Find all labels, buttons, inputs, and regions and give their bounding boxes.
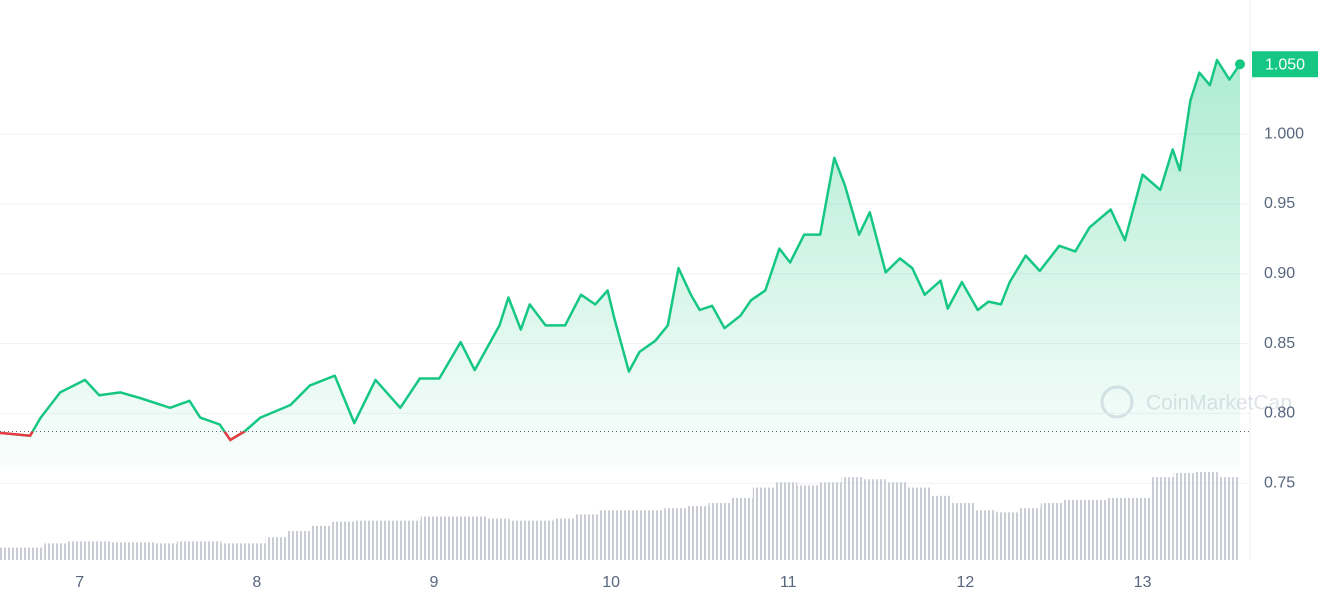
- volume-bar: [730, 497, 753, 560]
- volume-bar: [708, 503, 731, 560]
- last-point: [1235, 59, 1245, 70]
- price-line: [0, 58, 1242, 442]
- volume-bar: [531, 520, 554, 560]
- volume-bar: [1151, 477, 1174, 560]
- volume-bar: [177, 541, 200, 560]
- volume-bar: [1018, 508, 1041, 560]
- volume-bar: [775, 482, 798, 560]
- volume-bar: [1195, 472, 1218, 560]
- volume-bar: [442, 516, 465, 560]
- volume-bar: [1107, 497, 1130, 560]
- volume-bar: [487, 518, 510, 560]
- x-tick-label: 12: [957, 574, 975, 591]
- x-tick-label: 7: [75, 574, 84, 591]
- volume-bar: [332, 521, 355, 560]
- volume-bar: [974, 510, 997, 560]
- volume-bar: [88, 541, 111, 560]
- volume-bar: [797, 485, 820, 560]
- price-area: [0, 60, 1240, 470]
- volume-bar: [44, 543, 67, 560]
- volume-bar: [642, 510, 665, 560]
- y-tick-label: 1.000: [1264, 125, 1304, 142]
- volume-bar: [863, 479, 886, 560]
- y-tick-label: 0.95: [1264, 195, 1295, 212]
- volume-bar: [354, 520, 377, 560]
- volume-bar: [996, 512, 1019, 560]
- volume-bar: [575, 514, 598, 560]
- x-tick-label: 10: [602, 574, 620, 591]
- price-badge-label: 1.050: [1265, 56, 1305, 73]
- volume-bar: [1040, 503, 1063, 560]
- volume-bar: [243, 543, 266, 560]
- volume-bar: [664, 508, 687, 560]
- volume-bar: [841, 477, 864, 560]
- volume-bar: [287, 531, 310, 560]
- y-tick-label: 0.75: [1264, 474, 1295, 491]
- volume-bar: [420, 516, 443, 560]
- volume-bar: [1129, 497, 1152, 560]
- volume-bar: [199, 541, 222, 560]
- volume-bar: [132, 542, 155, 560]
- volume-bar: [66, 541, 89, 560]
- x-tick-label: 9: [430, 574, 439, 591]
- volume-bar: [110, 542, 133, 560]
- volume-bar: [686, 506, 709, 560]
- volume-bar: [1217, 477, 1240, 560]
- volume-bar: [620, 510, 643, 560]
- volume-bar: [907, 487, 930, 560]
- volume-bar: [155, 543, 178, 560]
- volume-bar: [752, 487, 775, 560]
- volume-bar: [221, 543, 244, 560]
- x-tick-label: 13: [1134, 574, 1152, 591]
- y-tick-label: 0.90: [1264, 265, 1295, 282]
- volume-bar: [398, 520, 421, 560]
- y-tick-label: 0.85: [1264, 335, 1295, 352]
- x-tick-label: 11: [780, 574, 797, 591]
- volume-bar: [930, 495, 953, 560]
- volume-bar: [310, 525, 333, 560]
- x-tick-label: 8: [252, 574, 261, 591]
- volume-bar: [509, 520, 532, 560]
- volume-bar: [952, 503, 975, 560]
- volume-bar: [265, 537, 288, 560]
- volume-bar: [22, 547, 45, 560]
- price-badge: [1252, 51, 1318, 78]
- volume-bar: [376, 520, 399, 560]
- volume-bar: [553, 518, 576, 560]
- volume-bar: [0, 547, 23, 560]
- volume-bar: [1062, 499, 1085, 560]
- volume-bar: [465, 516, 488, 560]
- volume-bar: [819, 482, 842, 560]
- volume-bar: [597, 510, 620, 560]
- volume-bar: [885, 482, 908, 560]
- volume-bar: [1085, 499, 1108, 560]
- volume-bar: [1173, 473, 1196, 560]
- y-tick-label: 0.80: [1264, 405, 1295, 422]
